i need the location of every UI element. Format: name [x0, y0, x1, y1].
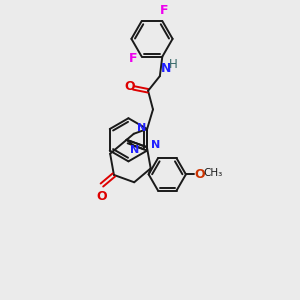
Text: O: O [97, 190, 107, 203]
Text: N: N [151, 140, 160, 150]
Text: H: H [169, 58, 177, 71]
Text: F: F [129, 52, 138, 65]
Text: N: N [130, 145, 140, 155]
Text: O: O [195, 168, 205, 181]
Text: F: F [160, 4, 169, 17]
Text: N: N [136, 123, 146, 133]
Text: CH₃: CH₃ [203, 168, 223, 178]
Text: O: O [124, 80, 135, 93]
Text: N: N [161, 62, 171, 75]
